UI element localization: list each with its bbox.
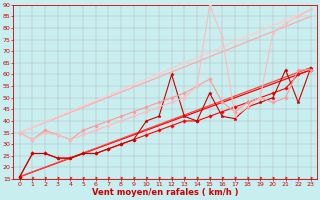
X-axis label: Vent moyen/en rafales ( km/h ): Vent moyen/en rafales ( km/h ): [92, 188, 239, 197]
